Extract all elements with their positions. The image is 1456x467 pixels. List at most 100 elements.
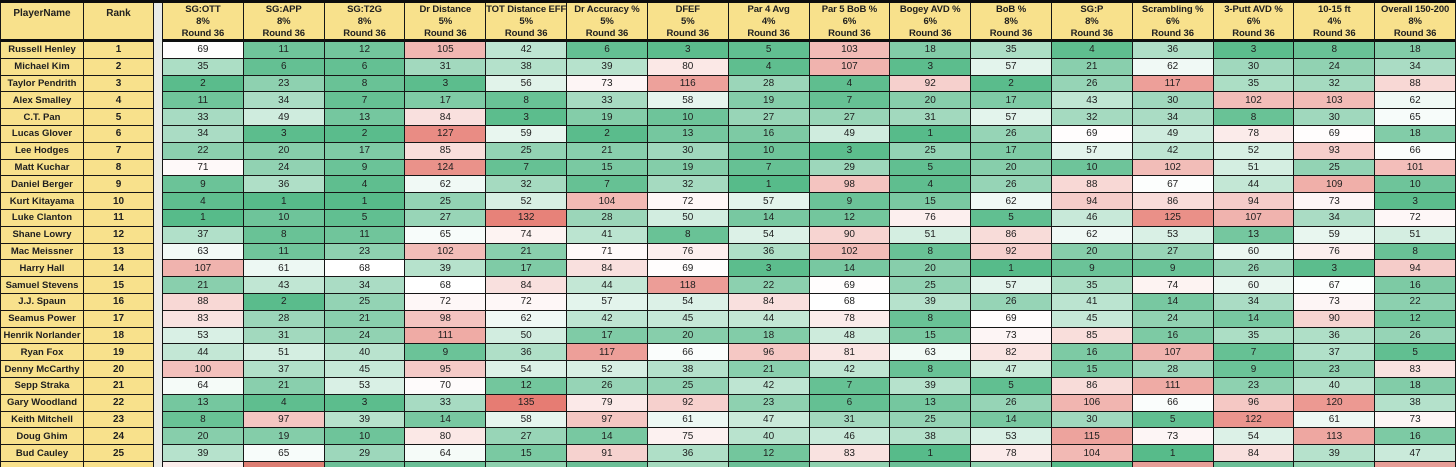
stat-cell[interactable]: 21: [567, 142, 648, 160]
stat-cell[interactable]: 33: [163, 109, 244, 126]
stat-cell[interactable]: 56: [486, 75, 568, 93]
stat-cell[interactable]: 65: [243, 445, 325, 462]
stat-cell[interactable]: 2: [971, 75, 1052, 93]
player-name-cell[interactable]: J.J. Spaun: [0, 293, 84, 311]
stat-cell[interactable]: 24: [1132, 310, 1214, 328]
stat-cell[interactable]: 101: [1375, 159, 1456, 177]
stat-cell[interactable]: 8: [890, 243, 972, 261]
column-header-stat[interactable]: BoB % 8% Round 36: [971, 3, 1052, 42]
stat-cell[interactable]: 40: [1294, 377, 1376, 395]
stat-cell[interactable]: 30: [647, 142, 729, 160]
stat-cell[interactable]: 107: [163, 260, 244, 278]
stat-cell[interactable]: 2: [243, 293, 325, 311]
stat-cell[interactable]: 42: [486, 42, 568, 59]
stat-cell[interactable]: 17: [567, 327, 648, 345]
stat-cell[interactable]: 84: [728, 293, 810, 311]
rank-cell[interactable]: 22: [84, 394, 154, 412]
stat-cell[interactable]: 58: [647, 92, 729, 110]
stat-cell[interactable]: 98: [405, 310, 487, 328]
stat-cell[interactable]: 62: [486, 310, 568, 328]
stat-cell[interactable]: 18: [728, 327, 810, 345]
stat-cell[interactable]: 78: [971, 445, 1052, 462]
stat-cell[interactable]: 70: [405, 377, 487, 395]
stat-cell[interactable]: 73: [971, 327, 1052, 345]
stat-cell[interactable]: 82: [971, 344, 1052, 362]
rank-cell[interactable]: 13: [84, 243, 154, 261]
stat-cell[interactable]: 17: [486, 260, 568, 278]
stat-cell[interactable]: 19: [243, 428, 325, 446]
stat-cell[interactable]: [809, 461, 891, 467]
player-name-cell[interactable]: C.T. Pan: [0, 109, 84, 126]
stat-cell[interactable]: 54: [647, 293, 729, 311]
stat-cell[interactable]: 3: [243, 125, 325, 143]
stat-cell[interactable]: 15: [567, 159, 648, 177]
stat-cell[interactable]: 118: [647, 277, 729, 294]
stat-cell[interactable]: 116: [647, 75, 729, 93]
stat-cell[interactable]: 2: [567, 125, 648, 143]
stat-cell[interactable]: 39: [163, 445, 244, 462]
stat-cell[interactable]: 49: [809, 125, 891, 143]
stat-cell[interactable]: 76: [890, 209, 972, 227]
stat-cell[interactable]: 19: [647, 159, 729, 177]
stat-cell[interactable]: 26: [1375, 327, 1456, 345]
stat-cell[interactable]: 27: [809, 109, 891, 126]
stat-cell[interactable]: 54: [728, 226, 810, 244]
player-name-cell[interactable]: Gary Woodland: [0, 394, 84, 412]
stat-cell[interactable]: 36: [1132, 42, 1214, 59]
stat-cell[interactable]: 115: [1051, 428, 1133, 446]
stat-cell[interactable]: 8: [1375, 243, 1456, 261]
stat-cell[interactable]: 8: [647, 226, 729, 244]
stat-cell[interactable]: 34: [1213, 293, 1295, 311]
stat-cell[interactable]: 44: [1213, 176, 1295, 194]
player-name-cell[interactable]: Samuel Stevens: [0, 277, 84, 294]
stat-cell[interactable]: 36: [486, 344, 568, 362]
stat-cell[interactable]: 23: [243, 75, 325, 93]
player-name-cell[interactable]: Henrik Norlander: [0, 327, 84, 345]
stat-cell[interactable]: 3: [1213, 42, 1295, 59]
stat-cell[interactable]: 49: [1132, 125, 1214, 143]
stat-cell[interactable]: 42: [1132, 142, 1214, 160]
stat-cell[interactable]: 81: [809, 344, 891, 362]
column-header-stat[interactable]: SG:T2G 8% Round 36: [324, 3, 406, 42]
stat-cell[interactable]: 90: [809, 226, 891, 244]
stat-cell[interactable]: 40: [728, 428, 810, 446]
stat-cell[interactable]: 92: [971, 243, 1052, 261]
stat-cell[interactable]: 33: [405, 394, 487, 412]
player-name-cell[interactable]: Kurt Kitayama: [0, 193, 84, 210]
player-name-cell[interactable]: Shane Lowry: [0, 226, 84, 244]
stat-cell[interactable]: 27: [728, 109, 810, 126]
stat-cell[interactable]: 88: [1051, 176, 1133, 194]
stat-cell[interactable]: 20: [971, 159, 1052, 177]
player-name-cell[interactable]: Lucas Glover: [0, 125, 84, 143]
rank-cell[interactable]: [84, 461, 154, 467]
stat-cell[interactable]: 11: [163, 92, 244, 110]
stat-cell[interactable]: 44: [728, 310, 810, 328]
stat-cell[interactable]: 7: [486, 159, 568, 177]
rank-cell[interactable]: 21: [84, 377, 154, 395]
rank-cell[interactable]: 7: [84, 142, 154, 160]
rank-cell[interactable]: 17: [84, 310, 154, 328]
player-name-cell[interactable]: Alex Smalley: [0, 92, 84, 110]
stat-cell[interactable]: 9: [405, 344, 487, 362]
stat-cell[interactable]: 10: [1375, 176, 1456, 194]
column-header-stat[interactable]: SG:APP 8% Round 36: [243, 3, 325, 42]
stat-cell[interactable]: 25: [405, 193, 487, 210]
stat-cell[interactable]: 43: [1051, 92, 1133, 110]
stat-cell[interactable]: 45: [324, 361, 406, 378]
stat-cell[interactable]: 85: [405, 142, 487, 160]
stat-cell[interactable]: 36: [243, 176, 325, 194]
stat-cell[interactable]: 28: [728, 75, 810, 93]
column-header-stat[interactable]: TOT Distance EFF 5% Round 36: [486, 3, 568, 42]
stat-cell[interactable]: 57: [567, 293, 648, 311]
column-header-stat[interactable]: Par 5 BoB % 6% Round 36: [809, 3, 891, 42]
stat-cell[interactable]: 9: [1132, 260, 1214, 278]
stat-cell[interactable]: 17: [971, 92, 1052, 110]
column-header-stat[interactable]: Dr Distance 5% Round 36: [405, 3, 487, 42]
stat-cell[interactable]: 26: [971, 176, 1052, 194]
stat-cell[interactable]: 27: [1132, 243, 1214, 261]
player-name-cell[interactable]: Seamus Power: [0, 310, 84, 328]
stat-cell[interactable]: 54: [1213, 428, 1295, 446]
stat-cell[interactable]: 10: [324, 428, 406, 446]
stat-cell[interactable]: 106: [1051, 394, 1133, 412]
stat-cell[interactable]: 12: [728, 445, 810, 462]
